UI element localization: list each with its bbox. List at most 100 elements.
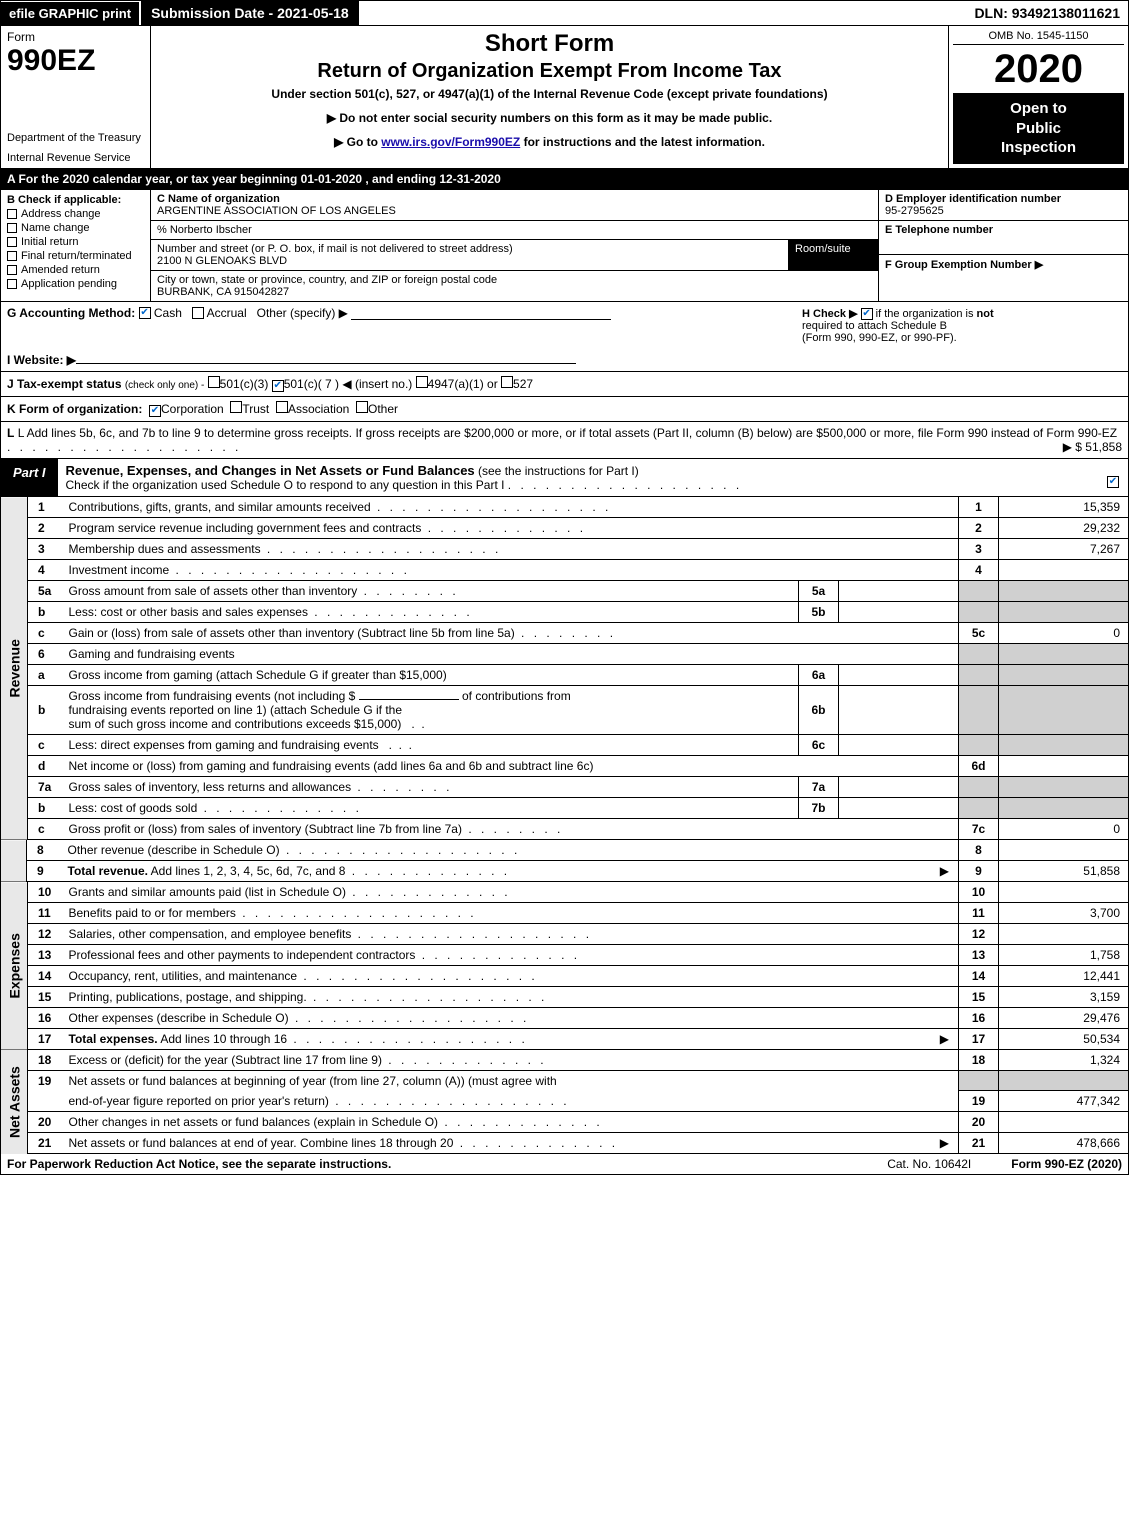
line-21-num: 21 [28, 1133, 64, 1154]
revenue-table: Revenue 1 Contributions, gifts, grants, … [0, 497, 1129, 840]
g-other-input[interactable] [351, 308, 611, 320]
chk-corporation[interactable] [149, 405, 161, 417]
line-11-amount: 3,700 [999, 902, 1129, 923]
line-6d-amount [999, 755, 1129, 776]
line-19-desc-2: end-of-year figure reported on prior yea… [64, 1091, 959, 1112]
chk-initial-return[interactable]: Initial return [7, 236, 144, 248]
grey-cell [999, 685, 1129, 734]
line-12-desc: Salaries, other compensation, and employ… [64, 923, 959, 944]
line-5c-num: c [28, 622, 64, 643]
form-label: Form [7, 30, 144, 44]
line-5b-num: b [28, 601, 64, 622]
line-10-num: 10 [28, 882, 64, 903]
section-b-heading: B Check if applicable: [7, 194, 144, 206]
line-21-desc: Net assets or fund balances at end of ye… [64, 1133, 959, 1154]
line-13-rn: 13 [959, 944, 999, 965]
line-3-desc: Membership dues and assessments [64, 538, 959, 559]
line-1-desc: Contributions, gifts, grants, and simila… [64, 497, 959, 518]
line-15-num: 15 [28, 986, 64, 1007]
j-o1: 501(c)(3) [220, 377, 269, 391]
line-1-num: 1 [28, 497, 64, 518]
line-5b-desc: Less: cost or other basis and sales expe… [64, 601, 799, 622]
line-6b-subval [839, 685, 959, 734]
part-1-check-line: Check if the organization used Schedule … [66, 478, 505, 492]
checkbox-icon [7, 237, 17, 247]
part-1-subtitle: (see the instructions for Part I) [478, 464, 639, 478]
line-8-amount [999, 840, 1129, 861]
dept-treasury: Department of the Treasury [7, 132, 144, 144]
line-7a-subval [839, 776, 959, 797]
line-5c-rn: 5c [959, 622, 999, 643]
inspect-2: Public [1016, 120, 1061, 137]
chk-other-org[interactable] [356, 401, 368, 413]
chk-label: Amended return [21, 264, 100, 276]
line-14-desc: Occupancy, rent, utilities, and maintena… [64, 965, 959, 986]
efile-label: efile GRAPHIC print [1, 2, 139, 25]
care-of: % Norberto Ibscher [157, 224, 252, 236]
line-19-num: 19 [28, 1070, 64, 1091]
j-sub: (check only one) - [125, 380, 204, 391]
line-16-num: 16 [28, 1007, 64, 1028]
line-6d-rn: 6d [959, 755, 999, 776]
line-5b-sn: 5b [799, 601, 839, 622]
d-ein-label: D Employer identification number [885, 193, 1061, 205]
chk-association[interactable] [276, 401, 288, 413]
line-4-num: 4 [28, 559, 64, 580]
line-20-desc: Other changes in net assets or fund bala… [64, 1112, 959, 1133]
line-6b-num: b [28, 685, 64, 734]
k-o2: Trust [242, 402, 269, 416]
grey-cell [999, 1070, 1129, 1091]
omb-number: OMB No. 1545-1150 [953, 30, 1124, 45]
row-h: H Check ▶ if the organization is not req… [802, 307, 1122, 344]
chk-schedule-o[interactable] [1107, 476, 1119, 488]
chk-501c3[interactable] [208, 376, 220, 388]
c-name-label: C Name of organization [157, 193, 280, 205]
chk-amended-return[interactable]: Amended return [7, 264, 144, 276]
j-o4: 527 [513, 377, 533, 391]
line-21-rn: 21 [959, 1133, 999, 1154]
line-1-amount: 15,359 [999, 497, 1129, 518]
line-5a-subval [839, 580, 959, 601]
open-public-inspection: Open to Public Inspection [953, 93, 1124, 164]
chk-527[interactable] [501, 376, 513, 388]
chk-name-change[interactable]: Name change [7, 222, 144, 234]
line-6c-subval [839, 734, 959, 755]
line-16-rn: 16 [959, 1007, 999, 1028]
irs-link[interactable]: www.irs.gov/Form990EZ [381, 135, 520, 149]
line-12-num: 12 [28, 923, 64, 944]
j-o3: 4947(a)(1) or [428, 377, 498, 391]
line-18-num: 18 [28, 1050, 64, 1071]
line-7c-rn: 7c [959, 818, 999, 839]
line-6a-desc: Gross income from gaming (attach Schedul… [64, 664, 799, 685]
subtitle: Under section 501(c), 527, or 4947(a)(1)… [159, 87, 940, 101]
c-street-label: Number and street (or P. O. box, if mail… [157, 243, 513, 255]
g-accrual: Accrual [207, 306, 247, 320]
side-netassets: Net Assets [1, 1050, 28, 1154]
line-10-rn: 10 [959, 882, 999, 903]
line-7c-num: c [28, 818, 64, 839]
chk-cash[interactable] [139, 307, 151, 319]
line-8-rn: 8 [959, 840, 999, 861]
line-18-amount: 1,324 [999, 1050, 1129, 1071]
chk-trust[interactable] [230, 401, 242, 413]
line-4-amount [999, 559, 1129, 580]
line-17-amount: 50,534 [999, 1028, 1129, 1049]
line-17-rn: 17 [959, 1028, 999, 1049]
line-13-desc: Professional fees and other payments to … [64, 944, 959, 965]
website-input[interactable] [76, 352, 576, 364]
chk-application-pending[interactable]: Application pending [7, 278, 144, 290]
line-10-desc: Grants and similar amounts paid (list in… [64, 882, 959, 903]
chk-address-change[interactable]: Address change [7, 208, 144, 220]
chk-accrual[interactable] [192, 307, 204, 319]
chk-501c[interactable] [272, 380, 284, 392]
line-17-desc: Total expenses. Add lines 10 through 16▶ [64, 1028, 959, 1049]
line-16-desc: Other expenses (describe in Schedule O) [64, 1007, 959, 1028]
line-19-desc-1: Net assets or fund balances at beginning… [64, 1070, 959, 1091]
chk-h[interactable] [861, 308, 873, 320]
line-4-desc: Investment income [64, 559, 959, 580]
chk-4947[interactable] [416, 376, 428, 388]
checkbox-icon [7, 265, 17, 275]
chk-final-return[interactable]: Final return/terminated [7, 250, 144, 262]
line-6c-sn: 6c [799, 734, 839, 755]
part-1-header: Part I Revenue, Expenses, and Changes in… [0, 459, 1129, 497]
